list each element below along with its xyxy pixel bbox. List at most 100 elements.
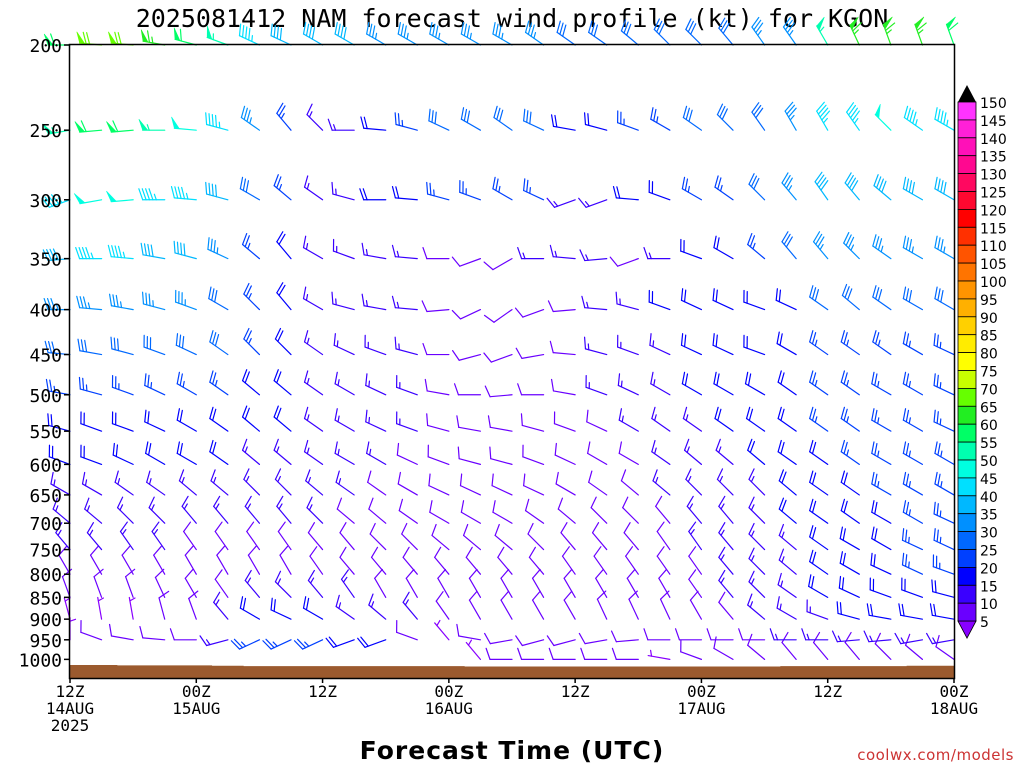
- wind-barb-200hpa-f81: [914, 16, 927, 46]
- wind-barb-250hpa-f39: [460, 107, 482, 131]
- y-tick-label-700: 700: [29, 514, 62, 535]
- wind-barb-550hpa-f48: [553, 411, 576, 432]
- wind-barb-700hpa-f21: [276, 495, 292, 524]
- wind-barb-1000hpa-f72: [812, 631, 829, 660]
- wind-barb-850hpa-f75: [838, 575, 860, 598]
- wind-barb-900hpa-f39: [468, 590, 482, 620]
- wind-barb-350hpa-f6: [107, 244, 134, 260]
- colorbar-label-145: 145: [980, 114, 1007, 130]
- wind-barb-500hpa-f45: [517, 383, 545, 396]
- wind-barb-450hpa-f48: [549, 340, 576, 356]
- wind-barb-800hpa-f42: [497, 546, 513, 575]
- wind-barb-450hpa-f39: [452, 350, 482, 361]
- colorbar-swatch-110: [957, 244, 977, 264]
- wind-barb-250hpa-f45: [523, 108, 545, 131]
- wind-barb-450hpa-f75: [840, 330, 860, 356]
- wind-barb-950hpa-f30: [357, 636, 387, 648]
- wind-barb-900hpa-f45: [531, 590, 545, 620]
- colorbar-swatch-90: [957, 316, 977, 336]
- wind-barb-650hpa-f18: [243, 468, 261, 496]
- wind-barb-400hpa-f57: [648, 289, 671, 311]
- colorbar-top-arrow: [958, 85, 976, 102]
- colorbar-label-130: 130: [980, 168, 1007, 184]
- wind-barb-250hpa-f6: [106, 120, 134, 133]
- wind-barb-600hpa-f3: [80, 444, 103, 465]
- wind-barb-450hpa-f51: [583, 336, 608, 356]
- wind-barb-800hpa-f51: [593, 546, 608, 575]
- wind-barb-850hpa-f45: [531, 568, 545, 598]
- wind-barb-750hpa-f15: [214, 521, 229, 551]
- x-tick-label-84-0: 00Z: [940, 682, 969, 701]
- wind-barb-450hpa-f36: [422, 342, 450, 356]
- wind-barb-950hpa-f0: [69, 617, 77, 641]
- wind-barb-750hpa-f48: [560, 522, 576, 551]
- colorbar-swatch-115: [957, 226, 977, 246]
- colorbar-label-20: 20: [980, 561, 998, 577]
- wind-barb-800hpa-f0: [58, 545, 71, 575]
- wind-barb-650hpa-f63: [716, 468, 734, 496]
- wind-barb-950hpa-f39: [456, 623, 482, 641]
- wind-barb-650hpa-f45: [523, 473, 545, 496]
- colorbar-swatch-25: [957, 549, 977, 568]
- wind-barb-400hpa-f75: [841, 283, 860, 311]
- wind-barb-450hpa-f42: [483, 352, 513, 363]
- wind-barb-950hpa-f75: [831, 630, 860, 643]
- wind-barb-250hpa-f18: [240, 105, 261, 131]
- wind-barb-350hpa-f21: [276, 231, 292, 260]
- wind-barb-400hpa-f6: [108, 293, 134, 311]
- wind-barb-500hpa-f69: [777, 370, 797, 396]
- wind-barb-350hpa-f81: [902, 235, 924, 260]
- y-tick-label-750: 750: [29, 541, 62, 562]
- wind-barb-950hpa-f15: [199, 635, 229, 647]
- wind-barb-900hpa-f15: [213, 591, 229, 620]
- wind-barb-500hpa-f63: [713, 371, 734, 396]
- wind-barb-300hpa-f75: [844, 172, 860, 201]
- wind-barb-250hpa-f60: [682, 105, 703, 131]
- wind-barb-650hpa-f72: [809, 470, 829, 496]
- wind-barb-700hpa-f81: [902, 500, 924, 524]
- wind-barb-750hpa-f51: [591, 522, 608, 551]
- wind-barb-350hpa-f60: [680, 238, 703, 260]
- y-tick-label-350: 350: [29, 250, 62, 271]
- wind-barb-800hpa-f12: [184, 545, 197, 575]
- wind-barb-950hpa-f69: [769, 628, 797, 641]
- wind-barb-250hpa-f63: [716, 103, 734, 131]
- wind-barb-400hpa-f24: [302, 286, 324, 311]
- wind-barb-250hpa-f57: [650, 107, 671, 131]
- wind-barb-600hpa-f36: [427, 444, 450, 465]
- wind-barb-350hpa-f0: [42, 248, 71, 262]
- wind-barb-600hpa-f24: [303, 439, 324, 465]
- wind-barb-300hpa-f45: [523, 178, 545, 201]
- wind-barb-400hpa-f63: [712, 288, 734, 311]
- wind-barb-250hpa-f42: [493, 105, 513, 131]
- colorbar-swatch-10: [957, 602, 977, 622]
- wind-barb-200hpa-f60: [685, 18, 703, 46]
- wind-barb-450hpa-f30: [364, 334, 387, 356]
- colorbar-swatch-85: [957, 334, 977, 354]
- colorbar-label-100: 100: [980, 275, 1007, 291]
- wind-barb-700hpa-f36: [429, 500, 450, 524]
- x-tick-label-0-1: 14AUG: [46, 699, 94, 718]
- wind-barb-850hpa-f36: [437, 568, 450, 598]
- wind-barb-800hpa-f66: [748, 547, 766, 575]
- wind-barb-800hpa-f48: [561, 546, 576, 575]
- wind-barb-850hpa-f6: [125, 568, 136, 598]
- y-tick-label-950: 950: [29, 631, 62, 652]
- wind-barb-550hpa-f45: [520, 413, 545, 432]
- x-tick-label-12-0: 00Z: [182, 682, 211, 701]
- wind-barb-850hpa-f54: [626, 568, 639, 598]
- wind-barb-750hpa-f78: [871, 526, 892, 551]
- wind-barb-350hpa-f75: [843, 231, 860, 260]
- wind-barb-450hpa-f81: [902, 331, 924, 356]
- wind-barb-350hpa-f45: [517, 247, 545, 260]
- wind-barb-550hpa-f84: [933, 409, 955, 432]
- wind-barb-750hpa-f3: [86, 522, 103, 551]
- wind-barb-950hpa-f33: [396, 620, 418, 641]
- wind-barb-600hpa-f6: [112, 442, 134, 465]
- wind-barb-250hpa-f3: [74, 120, 103, 133]
- wind-barb-700hpa-f30: [368, 497, 387, 524]
- wind-barb-900hpa-f78: [866, 603, 892, 620]
- wind-barb-950hpa-f54: [610, 630, 639, 643]
- wind-barb-500hpa-f6: [111, 375, 134, 396]
- wind-barb-450hpa-f15: [209, 330, 229, 356]
